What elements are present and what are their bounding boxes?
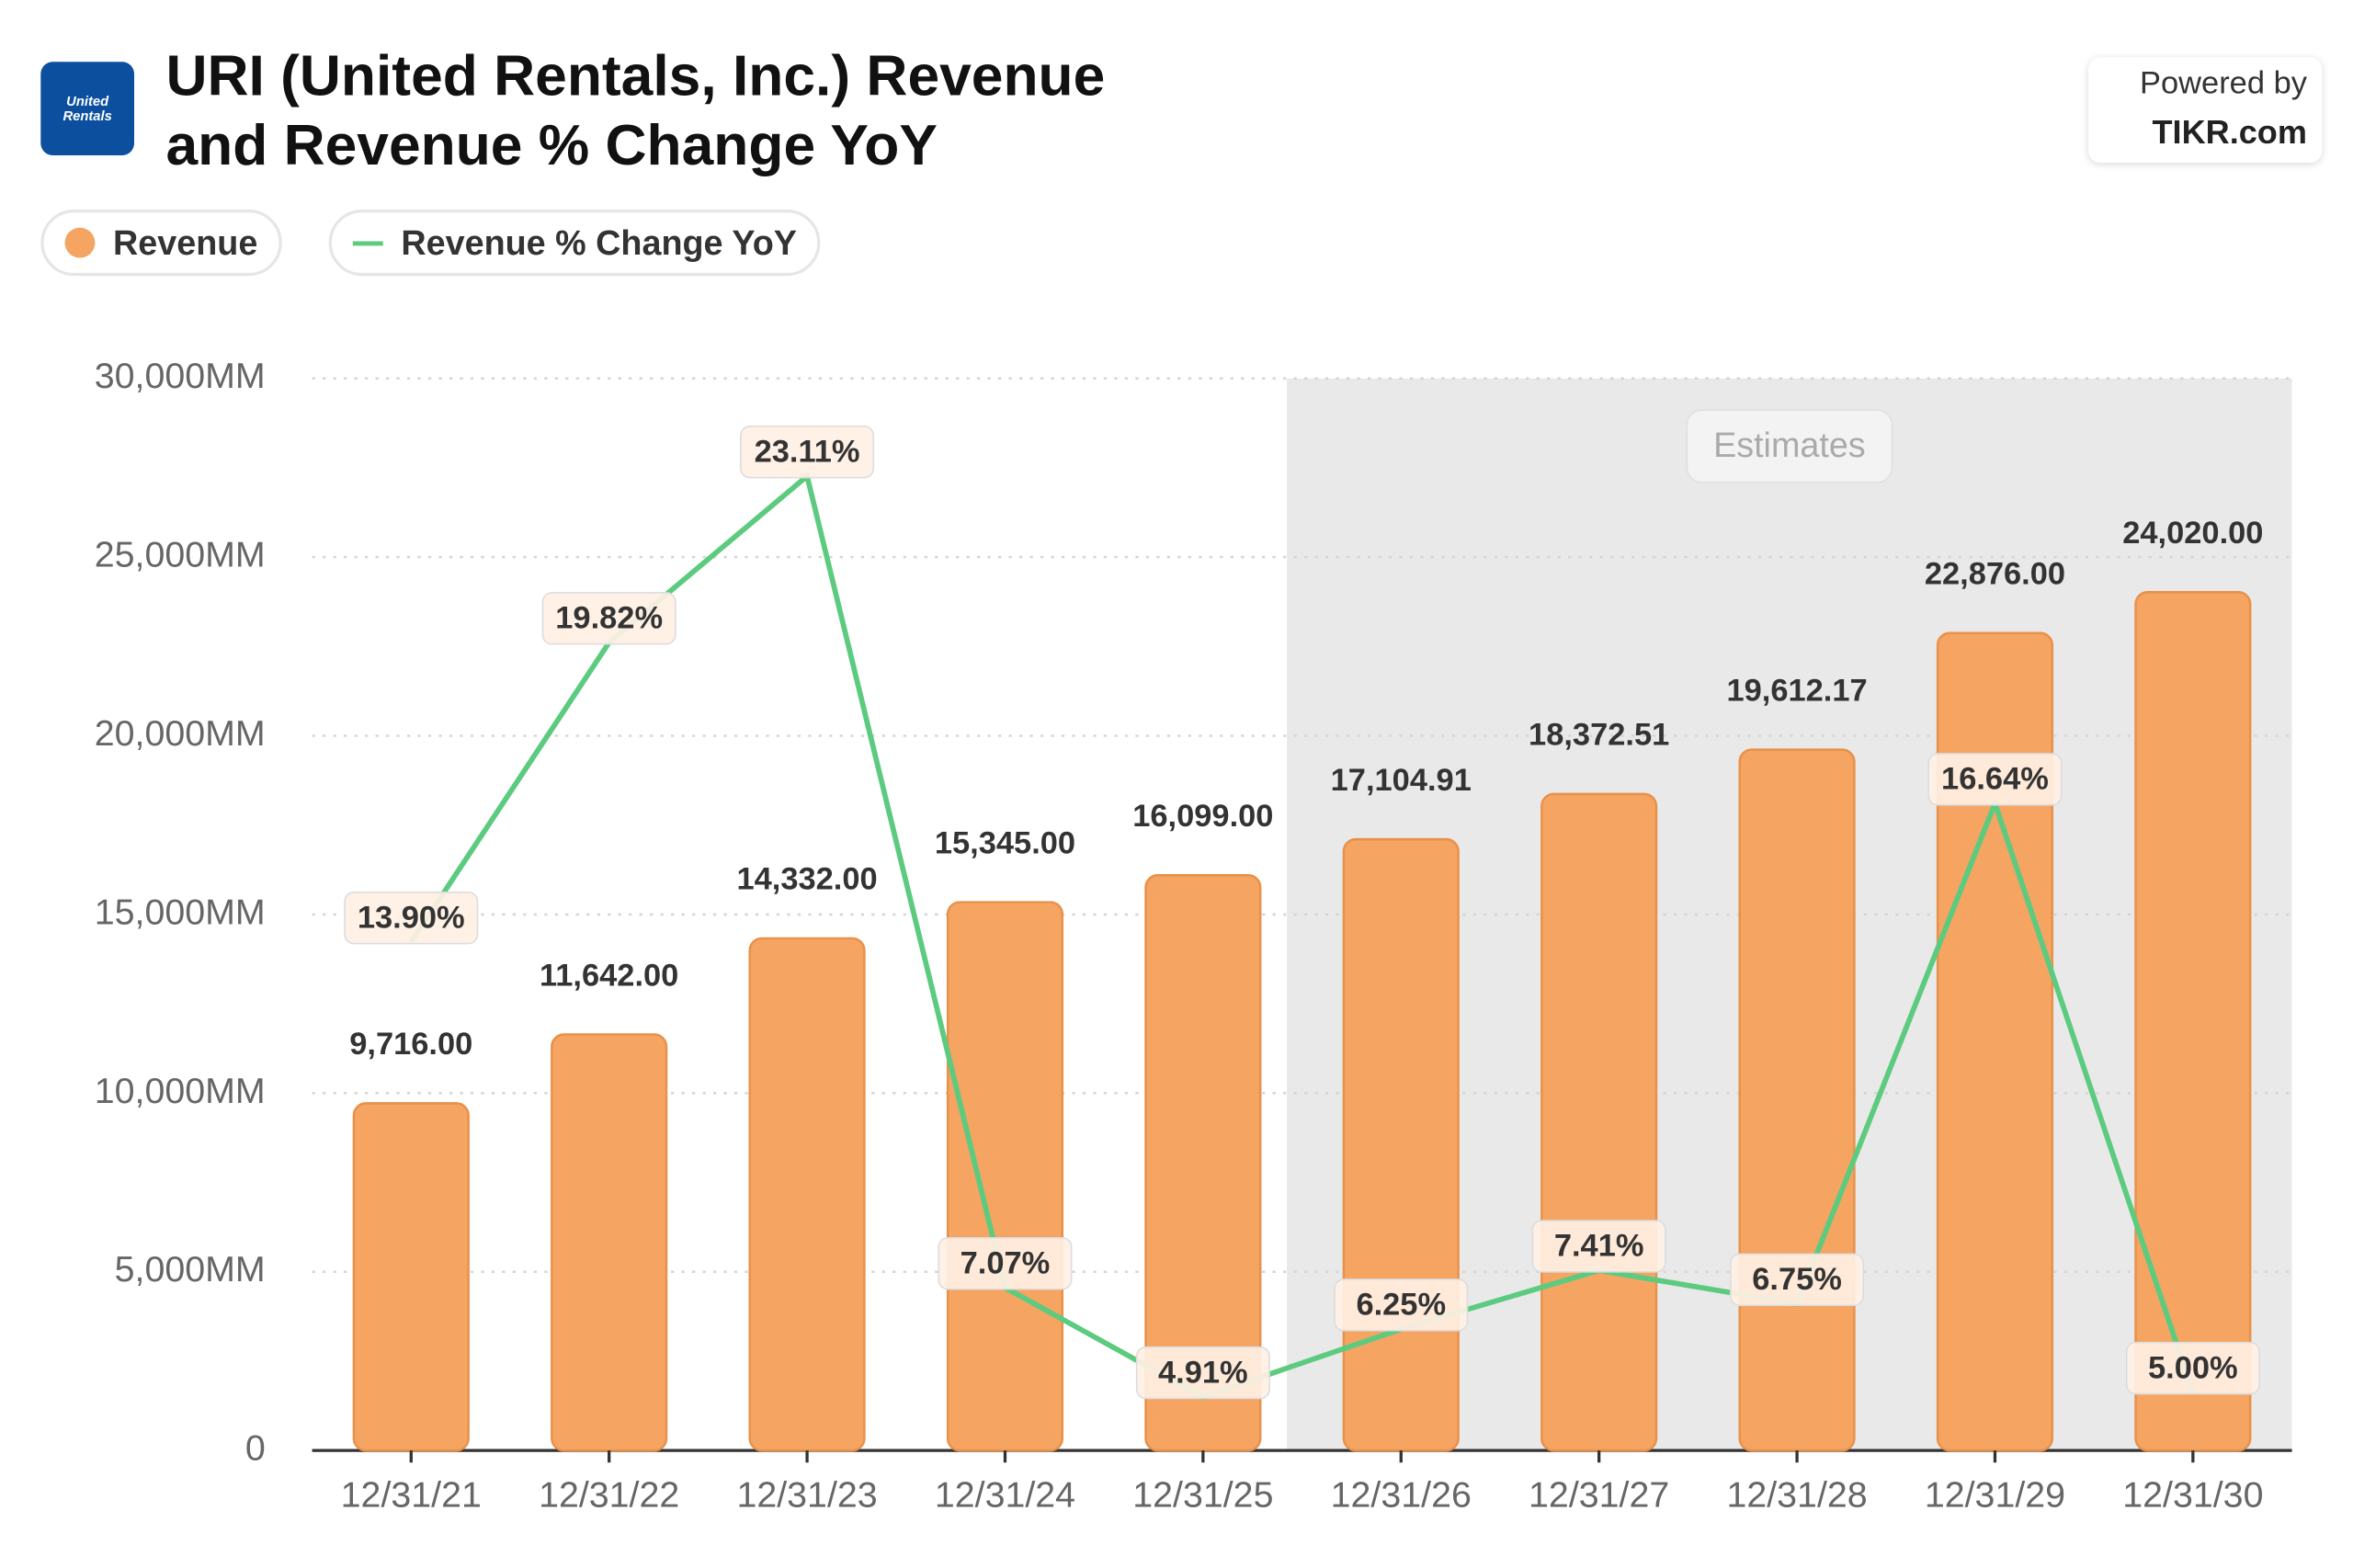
y-tick-label: 25,000MM	[95, 535, 266, 575]
bar-value-label: 15,345.00	[935, 825, 1075, 860]
x-tick-label: 12/31/27	[1529, 1474, 1669, 1515]
line	[408, 471, 2196, 1400]
bar-value-label: 16,099.00	[1132, 799, 1273, 834]
y-tick-label: 20,000MM	[95, 713, 266, 754]
brand: TIKR.com	[2152, 113, 2307, 152]
line-value-label-box	[938, 1236, 1073, 1290]
bar	[1144, 874, 1262, 1452]
line-value-label-box	[1334, 1278, 1469, 1332]
line-value-label: 23.11%	[755, 434, 860, 469]
bar	[2134, 591, 2252, 1452]
line-value-label-group: 13.90%	[344, 892, 479, 945]
chart-title: URI (United Rentals, Inc.) Revenue and R…	[165, 45, 1106, 178]
line-value-label: 7.07%	[961, 1245, 1051, 1280]
line-value-label-box	[541, 592, 676, 645]
line-value-label: 4.91%	[1158, 1355, 1248, 1390]
bar-value-label: 17,104.91	[1331, 763, 1472, 798]
line-value-label-box	[1730, 1253, 1865, 1306]
line-value-label-group: 5.00%	[2125, 1341, 2260, 1395]
y-tick-label: 0	[245, 1428, 266, 1469]
line-value-label: 5.00%	[2148, 1350, 2238, 1385]
x-tick-label: 12/31/21	[341, 1474, 482, 1515]
bar	[946, 901, 1064, 1452]
line-value-label-box	[1927, 753, 2063, 806]
line-value-label-group: 23.11%	[740, 426, 875, 479]
line-value-label: 16.64%	[1941, 762, 2049, 797]
x-tick-label: 12/31/29	[1925, 1474, 2065, 1515]
bar-value-label: 18,372.51	[1529, 718, 1669, 753]
bar-value-label: 11,642.00	[540, 958, 678, 993]
bar-value-label: 22,876.00	[1925, 557, 2065, 592]
line-value-label-box	[1135, 1346, 1270, 1400]
bar	[1738, 748, 1856, 1452]
y-tick-label: 15,000MM	[95, 892, 266, 932]
x-tick-label: 12/31/26	[1331, 1474, 1472, 1515]
bar	[1342, 837, 1460, 1452]
line-value-label-box	[344, 892, 479, 945]
x-tick-label: 12/31/30	[2122, 1474, 2263, 1515]
legend-swatch	[64, 227, 96, 258]
line-value-label-group: 7.07%	[938, 1236, 1073, 1290]
line-value-label-box	[740, 426, 875, 479]
line-value-label: 6.25%	[1356, 1288, 1446, 1323]
x-tick-label: 12/31/23	[736, 1474, 877, 1515]
bar-value-label: 9,716.00	[349, 1027, 472, 1062]
y-tick-label: 10,000MM	[95, 1071, 266, 1111]
y-tick-label: 5,000MM	[115, 1249, 266, 1290]
legend-item[interactable]: Revenue % Change YoY	[328, 210, 822, 277]
y-tick-label: 30,000MM	[95, 356, 266, 396]
x-tick-label: 12/31/22	[539, 1474, 679, 1515]
line-value-label-group: 7.41%	[1531, 1220, 1666, 1273]
x-tick-label: 12/31/24	[935, 1474, 1075, 1515]
estimates-badge	[1686, 409, 1893, 483]
line-value-label: 6.75%	[1752, 1262, 1842, 1297]
legend-label: Revenue	[113, 222, 258, 262]
line-value-label: 19.82%	[555, 601, 663, 636]
powered-by: Powered by TIKR.com	[2088, 57, 2322, 163]
line-value-label-group: 16.64%	[1927, 753, 2063, 806]
legend-item[interactable]: Revenue	[40, 210, 282, 277]
line-value-label-group: 6.25%	[1334, 1278, 1469, 1332]
bar	[748, 937, 866, 1452]
line-value-label-box	[2125, 1341, 2260, 1395]
bar	[551, 1033, 668, 1452]
line-value-label-group: 6.75%	[1730, 1253, 1865, 1306]
bar-value-label: 24,020.00	[2122, 516, 2263, 551]
line-value-label: 13.90%	[358, 900, 465, 935]
line-value-label: 7.41%	[1554, 1229, 1644, 1264]
line-value-label-group: 4.91%	[1135, 1346, 1270, 1400]
x-tick-label: 12/31/28	[1726, 1474, 1867, 1515]
bar	[352, 1102, 470, 1452]
logo: United Rentals	[40, 62, 135, 155]
bar	[1540, 792, 1658, 1452]
bar-value-label: 19,612.17	[1726, 673, 1867, 708]
powered-by-text: Powered by	[2140, 66, 2307, 101]
legend-label: Revenue % Change YoY	[401, 222, 797, 262]
bar-value-label: 14,332.00	[736, 862, 877, 897]
x-tick-label: 12/31/25	[1132, 1474, 1273, 1515]
estimates-label: Estimates	[1713, 426, 1866, 464]
line-value-label-box	[1531, 1220, 1666, 1273]
line-value-label-group: 19.82%	[541, 592, 676, 645]
legend-swatch	[352, 240, 383, 245]
